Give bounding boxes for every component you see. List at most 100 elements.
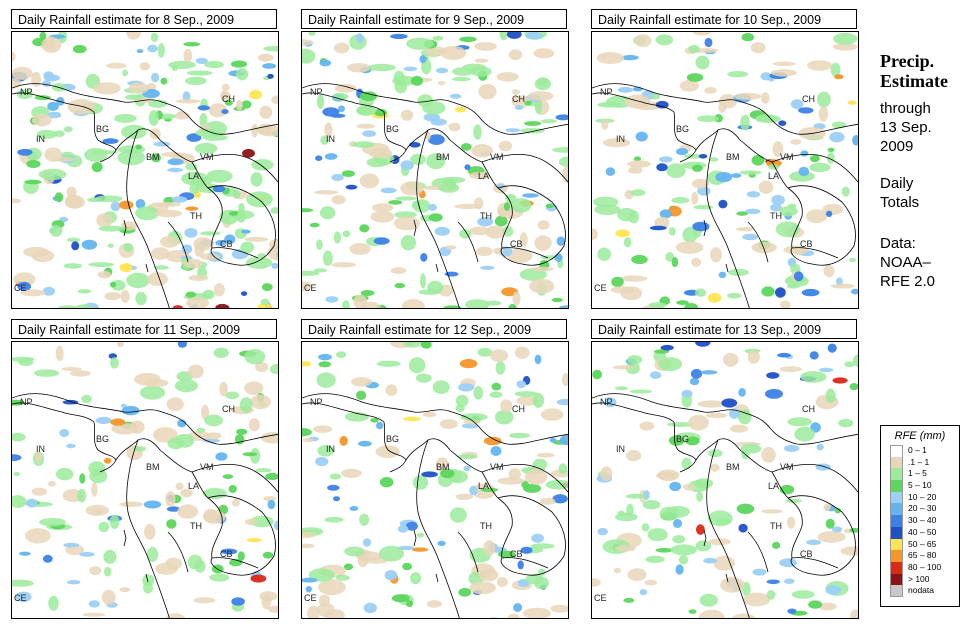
rainfall-blob <box>260 432 278 444</box>
rainfall-blob <box>202 438 221 443</box>
rainfall-blob <box>106 62 127 69</box>
rainfall-blob <box>185 162 198 171</box>
legend-label: nodata <box>908 585 934 596</box>
country-border <box>12 92 95 113</box>
legend-swatch <box>890 538 903 551</box>
rainfall-blob <box>151 72 160 83</box>
rainfall-blob <box>614 512 638 522</box>
rainfall-blob <box>23 246 49 258</box>
rainfall-blob <box>779 366 802 373</box>
rainfall-blob <box>388 200 403 205</box>
rainfall-blob <box>257 53 274 62</box>
country-label-cb: CB <box>800 239 813 249</box>
rainfall-blob <box>596 52 625 64</box>
rainfall-blob <box>475 246 493 257</box>
rainfall-blob <box>322 107 340 117</box>
rainfall-blob <box>52 157 75 162</box>
rainfall-blob <box>202 289 215 300</box>
rainfall-blob <box>160 235 179 248</box>
rainfall-blob <box>322 250 333 266</box>
country-border <box>791 557 839 569</box>
rainfall-blob <box>209 573 230 582</box>
rainfall-blob <box>379 477 394 488</box>
rainfall-blob <box>367 63 396 72</box>
rainfall-blob <box>540 408 564 421</box>
country-border <box>747 531 769 573</box>
rainfall-blob <box>815 463 831 471</box>
rainfall-blob <box>681 389 693 398</box>
country-label-la: LA <box>478 171 490 181</box>
rainfall-blob <box>88 262 115 267</box>
rainfall-blob <box>555 114 568 121</box>
rainfall-blob <box>88 600 100 608</box>
rainfall-blob <box>135 291 147 306</box>
rainfall-blob <box>826 210 833 217</box>
rainfall-blob <box>506 248 533 263</box>
rainfall-blob <box>817 531 846 543</box>
rainfall-blob <box>222 474 234 479</box>
rainfall-blob <box>126 32 141 40</box>
rainfall-blob <box>333 496 340 502</box>
rainfall-blob <box>737 409 752 425</box>
country-label-in: IN <box>326 444 335 454</box>
rainfall-blob <box>144 524 156 540</box>
rainfall-blob <box>668 435 685 446</box>
country-label-bg: BG <box>676 124 690 134</box>
rainfall-blob <box>66 237 81 242</box>
rainfall-blob <box>331 262 356 268</box>
rainfall-blob <box>359 513 370 526</box>
rainfall-blob <box>592 578 601 587</box>
rainfall-blob <box>352 141 375 148</box>
rainfall-blob <box>241 100 252 109</box>
rainfall-blob <box>360 290 375 296</box>
rainfall-blob <box>445 245 457 250</box>
rainfall-blob <box>189 182 199 195</box>
legend-swatch <box>890 491 903 504</box>
rainfall-blob <box>359 224 370 233</box>
rainfall-blob <box>135 144 142 150</box>
country-label-ch: CH <box>222 94 235 104</box>
legend-label: 20 – 30 <box>908 503 937 514</box>
rainfall-blob <box>800 150 809 157</box>
rainfall-blob <box>220 90 228 102</box>
rainfall-blob <box>464 164 471 171</box>
rainfall-blob <box>370 418 379 423</box>
rainfall-blob <box>324 609 345 618</box>
rainfall-blob <box>376 421 384 430</box>
rainfall-blob <box>325 296 339 303</box>
rainfall-blob <box>84 147 108 162</box>
rainfall-blob <box>376 360 401 367</box>
rainfall-blob <box>469 485 478 496</box>
rainfall-blob <box>356 390 367 400</box>
rainfall-blob <box>507 613 520 618</box>
rainfall-blob <box>12 198 22 204</box>
rainfall-blob <box>682 483 696 491</box>
rainfall-map-graphic <box>302 32 568 308</box>
rainfall-panel: Daily Rainfall estimate for 8 Sep., 2009… <box>11 9 279 311</box>
rainfall-blob <box>772 141 784 158</box>
rainfall-blob <box>32 113 52 127</box>
rainfall-blob <box>219 381 228 397</box>
rainfall-blob <box>621 55 639 61</box>
country-label-np: NP <box>310 87 323 97</box>
country-label-bg: BG <box>386 124 400 134</box>
rainfall-blob <box>332 92 349 101</box>
rainfall-blob <box>116 342 124 347</box>
rainfall-blob <box>625 493 646 499</box>
rainfall-blob <box>778 120 787 126</box>
legend-label: 30 – 40 <box>908 515 937 526</box>
rainfall-blob <box>707 510 733 527</box>
country-label-bg: BG <box>676 434 690 444</box>
country-border <box>302 393 568 445</box>
rainfall-blob <box>208 103 228 118</box>
rainfall-blob <box>768 164 780 170</box>
rainfall-blob <box>157 43 165 58</box>
rainfall-blob <box>728 268 749 276</box>
legend-label: 5 – 10 <box>908 480 932 491</box>
rainfall-blob <box>188 274 209 281</box>
rainfall-blob <box>203 508 219 523</box>
rainfall-blob <box>244 381 264 395</box>
rainfall-blob <box>121 405 140 416</box>
rainfall-blob <box>421 471 438 478</box>
rainfall-blob <box>166 397 184 411</box>
